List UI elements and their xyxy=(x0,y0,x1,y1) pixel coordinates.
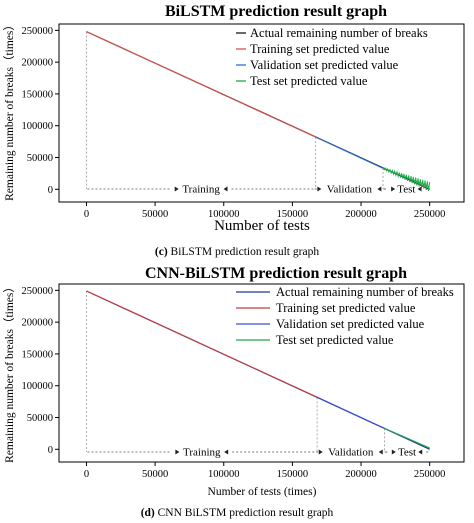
plot-frame xyxy=(58,283,465,463)
y-tick-label: 100000 xyxy=(22,121,54,132)
test-prediction-noise xyxy=(382,167,431,192)
caption-letter: (d) xyxy=(141,507,155,519)
plot-frame xyxy=(58,23,465,203)
x-tick-label: 250000 xyxy=(414,469,446,480)
segment-label: Training xyxy=(183,447,221,459)
x-tick-label: 100000 xyxy=(208,469,240,480)
segment-label: Validation xyxy=(327,184,373,196)
chart-panel-bilstm: BiLSTM prediction result graph 0 50000 1000… xyxy=(3,3,465,258)
x-tick-label: 250000 xyxy=(414,209,446,220)
segment-arrowhead-left xyxy=(223,186,228,192)
segment-label: Training xyxy=(182,184,220,196)
segment-arrowhead-right xyxy=(318,449,323,455)
y-tick-label: 250000 xyxy=(22,286,54,297)
segment-arrowhead-right xyxy=(175,449,180,455)
y-tick-label: 250000 xyxy=(22,26,54,37)
chart-panel-cnn-bilstm: CNN-BiLSTM prediction result graph 0 50000… xyxy=(3,265,465,519)
caption-letter: (c) xyxy=(155,246,168,258)
segment-arrowhead-right xyxy=(174,186,179,192)
legend-entry: Test set predicted value xyxy=(250,74,368,88)
y-axis-label: Remaining number of breaks（times） xyxy=(3,281,16,463)
x-tick-label: 50000 xyxy=(142,469,168,480)
legend-entry: Training set predicted value xyxy=(250,42,390,56)
legend-entry: Actual remaining number of breaks xyxy=(276,285,454,299)
y-tick-label: 200000 xyxy=(22,318,54,329)
legend-entry: Validation set predicted value xyxy=(276,317,425,331)
y-tick-label: 150000 xyxy=(22,349,54,360)
training-series-line xyxy=(86,290,318,398)
y-tick-label: 100000 xyxy=(22,381,54,392)
segment-arrowhead-left xyxy=(378,449,383,455)
segment-arrowhead-right xyxy=(391,186,396,192)
x-tick-label: 150000 xyxy=(277,469,309,480)
x-tick-label: 50000 xyxy=(142,209,168,220)
y-tick-label: 200000 xyxy=(22,58,54,69)
figure-caption: (c) BiLSTM prediction result graph xyxy=(155,246,319,258)
segment-arrowhead-right xyxy=(391,449,396,455)
chart-title: CNN-BiLSTM prediction result graph xyxy=(145,265,407,282)
chart-title: BiLSTM prediction result graph xyxy=(165,3,387,20)
segment-label: Test xyxy=(397,184,415,196)
x-tick-label: 0 xyxy=(84,209,89,220)
y-axis-label: Remaining number of breaks（times） xyxy=(3,19,16,201)
segment-label: Test xyxy=(398,447,416,459)
y-tick-label: 50000 xyxy=(27,153,53,164)
legend-entry: Test set predicted value xyxy=(276,333,394,347)
legend-entry: Training set predicted value xyxy=(276,301,416,315)
validation-series-line xyxy=(315,136,384,169)
y-tick-label: 50000 xyxy=(27,413,53,424)
legend-entry: Validation set predicted value xyxy=(250,58,399,72)
test-series-line xyxy=(384,427,430,449)
segment-arrowhead-left xyxy=(377,186,382,192)
y-tick-label: 150000 xyxy=(22,89,54,100)
figure-caption: (d) CNN BiLSTM prediction result graph xyxy=(141,507,334,519)
x-tick-label: 0 xyxy=(84,469,89,480)
legend-entry: Actual remaining number of breaks xyxy=(250,26,428,40)
x-axis-label: Number of tests (times) xyxy=(208,486,317,498)
x-tick-label: 200000 xyxy=(345,209,377,220)
segment-arrowhead-left xyxy=(417,186,422,192)
segment-label: Validation xyxy=(328,447,374,459)
caption-text: BiLSTM prediction result graph xyxy=(171,246,320,258)
x-axis-label: Number of tests xyxy=(214,218,310,234)
segment-arrowhead-left xyxy=(224,449,229,455)
caption-text: CNN BiLSTM prediction result graph xyxy=(158,507,334,519)
x-tick-label: 200000 xyxy=(345,469,377,480)
x-tick-label: 150000 xyxy=(277,209,309,220)
y-tick-label: 0 xyxy=(48,445,53,456)
training-series-line xyxy=(86,31,316,138)
y-tick-label: 0 xyxy=(48,185,53,196)
validation-series-line xyxy=(316,396,385,429)
x-tick-label: 100000 xyxy=(208,209,240,220)
segment-arrowhead-right xyxy=(317,186,322,192)
segment-arrowhead-left xyxy=(418,449,423,455)
